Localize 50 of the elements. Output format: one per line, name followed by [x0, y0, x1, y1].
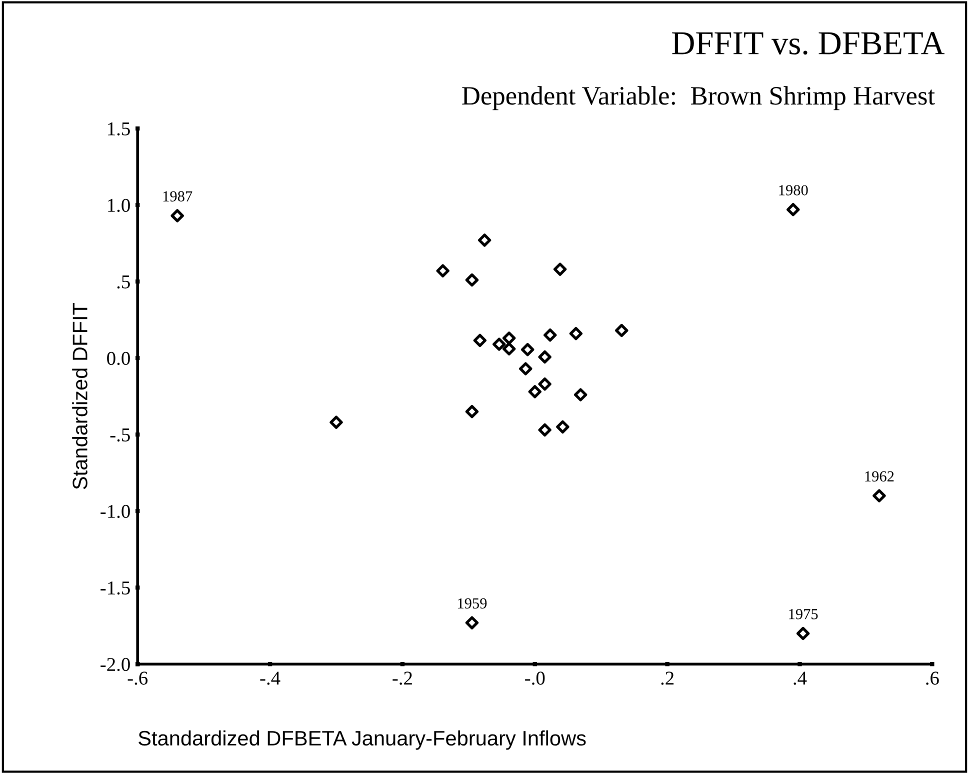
- point: [492, 338, 506, 351]
- point: [521, 343, 534, 356]
- point: [170, 209, 184, 222]
- chart-title: DFFIT vs. DFBETA: [672, 32, 945, 55]
- x-tick-label: .6: [926, 672, 939, 685]
- point: [872, 489, 886, 502]
- point: [502, 332, 516, 345]
- point: [478, 234, 492, 247]
- annotation: 1959: [458, 598, 487, 609]
- x-tick-label: .2: [661, 672, 674, 685]
- point: [544, 328, 557, 342]
- point: [538, 377, 552, 391]
- x-axis-title: Standardized DFBETA January-February Inflows: [138, 730, 586, 750]
- point: [574, 388, 588, 402]
- point: [528, 385, 542, 398]
- y-axis-title: Standardized DFFIT: [72, 302, 88, 490]
- x-tick-label: -.0: [525, 672, 545, 685]
- y-tick-label: -1.5: [100, 581, 130, 595]
- annotation: 1980: [779, 185, 808, 196]
- point: [538, 423, 552, 437]
- x-tick-label: -.6: [128, 672, 148, 685]
- point: [786, 203, 800, 216]
- point: [615, 324, 628, 338]
- point: [502, 342, 516, 356]
- annotation: 1962: [865, 471, 894, 482]
- point: [465, 273, 479, 287]
- y-tick-label: -1.0: [100, 504, 130, 518]
- y-tick-label: 1.5: [108, 122, 130, 136]
- point: [330, 416, 343, 429]
- x-tick-label: -.2: [392, 672, 412, 685]
- y-tick-label: .5: [117, 276, 130, 289]
- point: [473, 334, 487, 348]
- point: [519, 362, 532, 376]
- y-tick-label: -2.0: [100, 658, 130, 672]
- y-tick-label: -.5: [110, 428, 130, 442]
- point: [796, 626, 810, 640]
- x-tick-label: -.4: [260, 672, 280, 685]
- y-tick-label: 0.0: [107, 352, 130, 366]
- point: [569, 326, 583, 340]
- point: [465, 405, 479, 418]
- chart-subtitle: Dependent Variable: Brown Shrimp Harvest: [462, 86, 935, 110]
- annotation: 1987: [163, 191, 192, 202]
- point: [436, 264, 450, 278]
- point: [556, 420, 570, 434]
- point: [553, 262, 567, 276]
- y-tick-label: 1.0: [108, 198, 130, 212]
- point: [465, 616, 479, 630]
- x-tick-label: .4: [794, 672, 807, 685]
- annotation: 1975: [789, 609, 818, 620]
- point: [538, 350, 552, 364]
